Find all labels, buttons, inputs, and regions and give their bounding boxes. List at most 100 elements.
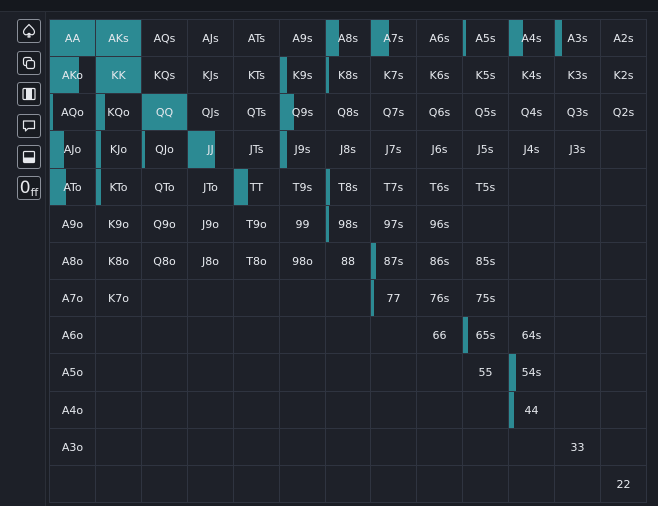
hand-cell-AKs[interactable]: AKs [96, 20, 142, 57]
hand-cell-J7s[interactable]: J7s [371, 131, 417, 169]
hand-cell-Q6s[interactable]: Q6s [417, 94, 463, 131]
hand-cell-A8s[interactable]: A8s [326, 20, 371, 57]
hand-cell-empty[interactable] [555, 169, 601, 206]
hand-cell-K9s[interactable]: K9s [280, 57, 326, 94]
hand-cell-T6s[interactable]: T6s [417, 169, 463, 206]
hand-cell-QJo[interactable]: QJo [142, 131, 188, 169]
hand-cell-85s[interactable]: 85s [463, 243, 509, 280]
hand-cell-empty[interactable] [463, 392, 509, 429]
hand-cell-88[interactable]: 88 [326, 243, 371, 280]
hand-cell-J9s[interactable]: J9s [280, 131, 326, 169]
hand-cell-KQo[interactable]: KQo [96, 94, 142, 131]
hand-cell-empty[interactable] [371, 429, 417, 466]
hand-cell-AJo[interactable]: AJo [50, 131, 96, 169]
hand-cell-JJ[interactable]: JJ [188, 131, 234, 169]
hand-cell-T9s[interactable]: T9s [280, 169, 326, 206]
hand-cell-empty[interactable] [142, 280, 188, 317]
hand-cell-KJs[interactable]: KJs [188, 57, 234, 94]
hand-cell-empty[interactable] [601, 169, 647, 206]
hand-cell-empty[interactable] [234, 354, 280, 392]
hand-cell-A8o[interactable]: A8o [50, 243, 96, 280]
hand-cell-55[interactable]: 55 [463, 354, 509, 392]
hand-cell-KTs[interactable]: KTs [234, 57, 280, 94]
hand-cell-empty[interactable] [371, 392, 417, 429]
comment-button[interactable] [17, 114, 41, 138]
hand-cell-T8s[interactable]: T8s [326, 169, 371, 206]
hand-cell-Q3s[interactable]: Q3s [555, 94, 601, 131]
hand-cell-empty[interactable] [188, 392, 234, 429]
hand-cell-empty[interactable] [326, 429, 371, 466]
hand-cell-empty[interactable] [234, 280, 280, 317]
hand-cell-empty[interactable] [188, 280, 234, 317]
hand-cell-87s[interactable]: 87s [371, 243, 417, 280]
hand-cell-QTs[interactable]: QTs [234, 94, 280, 131]
hand-cell-empty[interactable] [509, 280, 555, 317]
copy-button[interactable] [17, 51, 41, 75]
hand-cell-J5s[interactable]: J5s [463, 131, 509, 169]
hand-cell-empty[interactable] [96, 392, 142, 429]
hand-cell-54s[interactable]: 54s [509, 354, 555, 392]
hand-cell-JTo[interactable]: JTo [188, 169, 234, 206]
hand-cell-Q8s[interactable]: Q8s [326, 94, 371, 131]
hand-cell-J8s[interactable]: J8s [326, 131, 371, 169]
hand-cell-T8o[interactable]: T8o [234, 243, 280, 280]
hand-cell-K5s[interactable]: K5s [463, 57, 509, 94]
hand-cell-empty[interactable] [509, 206, 555, 243]
hand-cell-empty[interactable] [371, 317, 417, 354]
off-toggle-button[interactable]: 0ff [17, 176, 41, 200]
hand-cell-empty[interactable] [234, 317, 280, 354]
hand-cell-empty[interactable] [601, 243, 647, 280]
hand-cell-empty[interactable] [188, 317, 234, 354]
hand-cell-empty[interactable] [326, 317, 371, 354]
hand-cell-Q2s[interactable]: Q2s [601, 94, 647, 131]
hand-cell-76s[interactable]: 76s [417, 280, 463, 317]
hand-cell-empty[interactable] [601, 206, 647, 243]
hand-cell-empty[interactable] [601, 354, 647, 392]
hand-cell-empty[interactable] [371, 354, 417, 392]
hand-cell-empty[interactable] [188, 429, 234, 466]
hand-cell-TT[interactable]: TT [234, 169, 280, 206]
hand-cell-empty[interactable] [280, 392, 326, 429]
hand-cell-K4s[interactable]: K4s [509, 57, 555, 94]
hand-cell-ATs[interactable]: ATs [234, 20, 280, 57]
hand-cell-A3o[interactable]: A3o [50, 429, 96, 466]
hand-cell-empty[interactable] [280, 280, 326, 317]
hand-cell-empty[interactable] [280, 317, 326, 354]
minimize-button[interactable] [17, 145, 41, 169]
hand-cell-AKo[interactable]: AKo [50, 57, 96, 94]
hand-cell-empty[interactable] [509, 169, 555, 206]
hand-cell-empty[interactable] [234, 392, 280, 429]
hand-cell-A4o[interactable]: A4o [50, 392, 96, 429]
hand-cell-empty[interactable] [280, 466, 326, 503]
hand-cell-empty[interactable] [417, 429, 463, 466]
hand-cell-empty[interactable] [50, 466, 96, 503]
hand-cell-22[interactable]: 22 [601, 466, 647, 503]
hand-cell-empty[interactable] [463, 466, 509, 503]
hand-cell-empty[interactable] [234, 466, 280, 503]
hand-cell-empty[interactable] [188, 354, 234, 392]
hand-cell-K8s[interactable]: K8s [326, 57, 371, 94]
hand-cell-QTo[interactable]: QTo [142, 169, 188, 206]
hand-cell-empty[interactable] [555, 317, 601, 354]
hand-cell-99[interactable]: 99 [280, 206, 326, 243]
hand-cell-A9s[interactable]: A9s [280, 20, 326, 57]
hand-cell-Q7s[interactable]: Q7s [371, 94, 417, 131]
hand-cell-empty[interactable] [234, 429, 280, 466]
hand-cell-K6s[interactable]: K6s [417, 57, 463, 94]
hand-cell-97s[interactable]: 97s [371, 206, 417, 243]
hand-cell-empty[interactable] [509, 243, 555, 280]
hand-cell-K3s[interactable]: K3s [555, 57, 601, 94]
hand-cell-66[interactable]: 66 [417, 317, 463, 354]
hand-cell-A2s[interactable]: A2s [601, 20, 647, 57]
hand-cell-empty[interactable] [142, 317, 188, 354]
hand-cell-J8o[interactable]: J8o [188, 243, 234, 280]
hand-cell-K9o[interactable]: K9o [96, 206, 142, 243]
hand-cell-Q9s[interactable]: Q9s [280, 94, 326, 131]
hand-cell-A4s[interactable]: A4s [509, 20, 555, 57]
hand-cell-K2s[interactable]: K2s [601, 57, 647, 94]
hand-cell-empty[interactable] [326, 466, 371, 503]
hand-cell-empty[interactable] [555, 354, 601, 392]
hand-cell-empty[interactable] [509, 466, 555, 503]
hand-cell-A7s[interactable]: A7s [371, 20, 417, 57]
hand-cell-Q8o[interactable]: Q8o [142, 243, 188, 280]
